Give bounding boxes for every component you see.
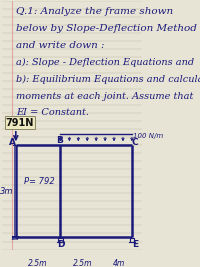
Text: 3m: 3m <box>0 187 14 195</box>
Text: B: B <box>56 136 63 144</box>
Text: 791N: 791N <box>6 117 34 128</box>
Text: a): Slope - Deflection Equations and: a): Slope - Deflection Equations and <box>16 58 194 67</box>
Text: 4m: 4m <box>112 259 125 267</box>
Text: b): Equilibrium Equations and calculate: b): Equilibrium Equations and calculate <box>16 74 200 84</box>
Text: 2.5m: 2.5m <box>73 259 93 267</box>
Text: A: A <box>9 138 16 147</box>
Text: 100 N/m: 100 N/m <box>133 133 164 139</box>
Text: P= 792: P= 792 <box>24 177 55 186</box>
Text: D: D <box>57 240 64 249</box>
Text: E: E <box>132 240 138 249</box>
Text: and write down :: and write down : <box>16 41 104 50</box>
Text: C: C <box>131 138 138 147</box>
Text: Q.1: Analyze the frame shown: Q.1: Analyze the frame shown <box>16 7 173 16</box>
Text: EI = Constant.: EI = Constant. <box>16 108 89 117</box>
Text: below by Slope-Deflection Method: below by Slope-Deflection Method <box>16 24 197 33</box>
Text: moments at each joint. Assume that: moments at each joint. Assume that <box>16 92 193 100</box>
Text: 2.5m: 2.5m <box>28 259 48 267</box>
